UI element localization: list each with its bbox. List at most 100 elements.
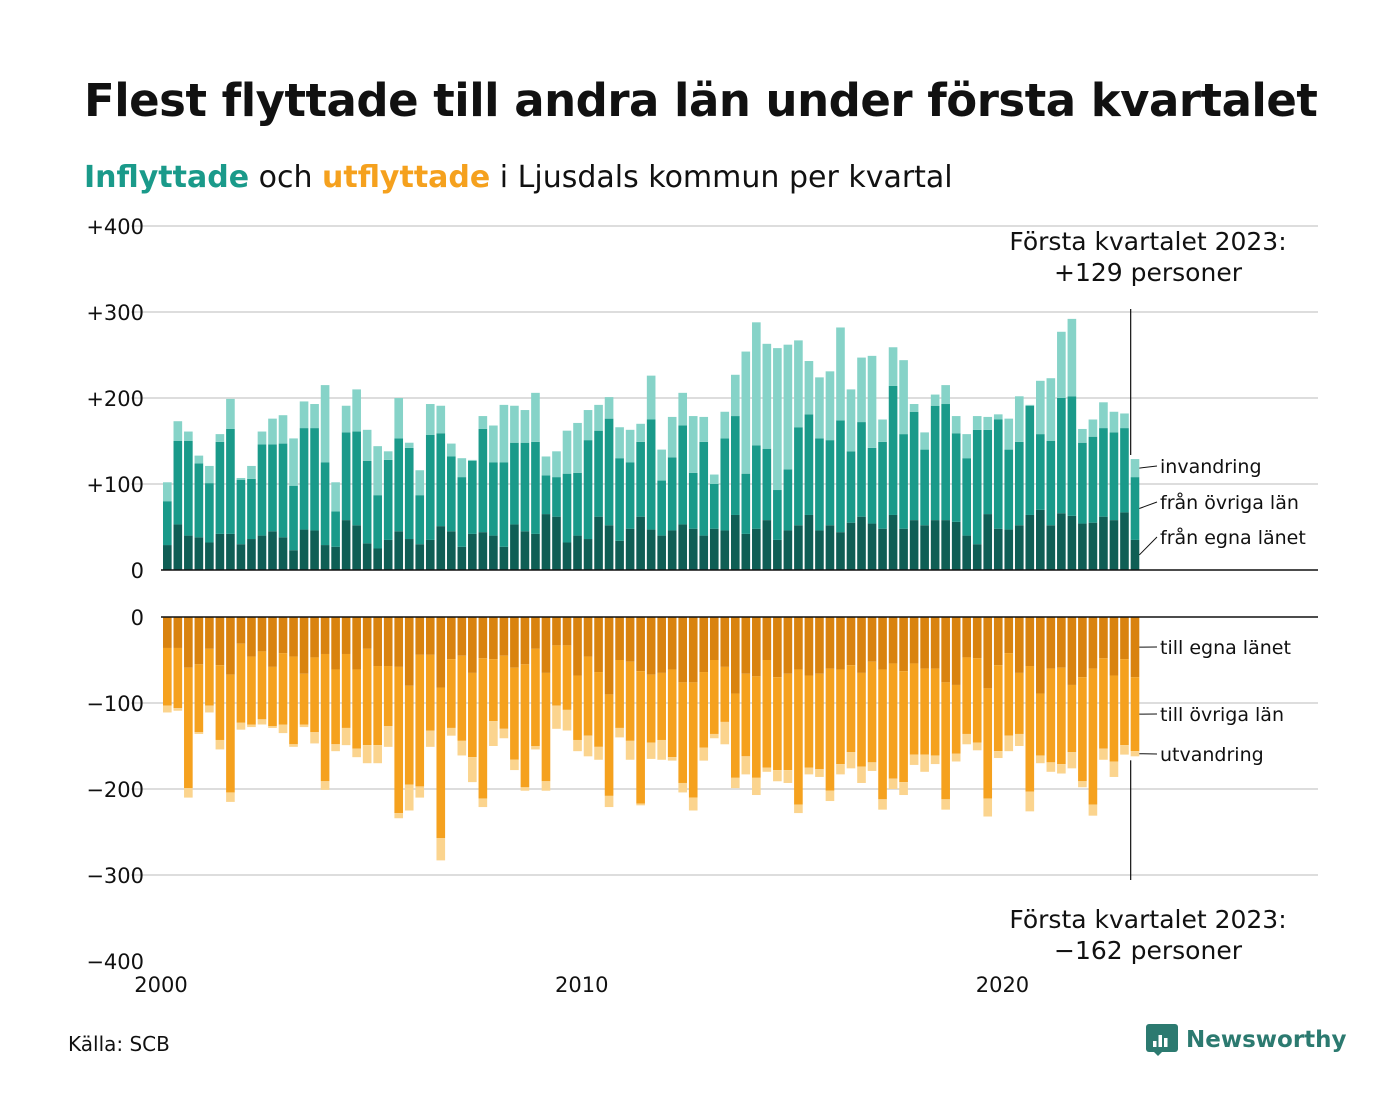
out-bar-segment xyxy=(268,666,277,727)
in-bar-segment xyxy=(331,546,340,570)
out-bar-segment xyxy=(163,617,172,648)
out-bar-segment xyxy=(836,669,845,765)
out-bar-segment xyxy=(846,617,856,666)
in-bar-segment xyxy=(699,441,709,536)
in-bar-segment xyxy=(1036,380,1045,435)
out-bar-segment xyxy=(615,660,624,728)
in-bar-segment xyxy=(573,535,582,570)
out-bar-segment xyxy=(825,790,835,802)
out-bar-segment xyxy=(615,727,624,738)
out-bar-segment xyxy=(1025,791,1035,812)
in-bar-segment xyxy=(415,470,425,496)
in-bar-segment xyxy=(446,443,456,457)
in-bar-segment xyxy=(541,475,551,515)
in-series-leader xyxy=(1139,501,1158,509)
in-bar-segment xyxy=(783,344,793,470)
out-bar-segment xyxy=(867,661,877,763)
out-bar-segment xyxy=(888,617,898,664)
out-bar-segment xyxy=(562,709,572,731)
out-bar-segment xyxy=(657,672,666,740)
annotation-top: Första kvartalet 2023: xyxy=(1009,227,1286,256)
out-bar-segment xyxy=(983,617,993,689)
in-bar-segment xyxy=(1025,405,1035,515)
out-bar-segment xyxy=(362,745,372,764)
out-bar-segment xyxy=(531,648,540,746)
in-bar-segment xyxy=(615,540,624,570)
out-bar-segment xyxy=(215,739,225,750)
in-bar-segment xyxy=(1109,520,1119,570)
out-bar-segment xyxy=(951,684,961,754)
out-bar-segment xyxy=(415,654,425,787)
in-bar-segment xyxy=(436,433,446,527)
out-bar-segment xyxy=(615,617,624,660)
out-bar-segment xyxy=(909,754,919,765)
out-bar-segment xyxy=(1046,617,1056,669)
in-bar-segment xyxy=(478,428,488,533)
out-bar-segment xyxy=(194,617,204,665)
in-bar-segment xyxy=(604,397,614,419)
in-bar-segment xyxy=(552,477,561,517)
in-bar-segment xyxy=(1025,514,1035,570)
in-bar-segment xyxy=(993,419,1003,529)
out-bar-segment xyxy=(846,665,856,753)
in-bar-segment xyxy=(815,530,824,570)
in-bar-segment xyxy=(1130,539,1140,570)
in-bar-segment xyxy=(794,340,803,428)
in-bar-segment xyxy=(594,430,603,517)
in-bar-segment xyxy=(888,347,898,386)
in-bar-segment xyxy=(352,525,361,570)
in-bar-segment xyxy=(415,544,425,570)
out-bar-segment xyxy=(804,617,814,676)
in-bar-segment xyxy=(1046,378,1056,441)
in-bar-segment xyxy=(962,458,972,536)
out-bar-segment xyxy=(720,721,730,745)
out-bar-segment xyxy=(573,675,582,740)
out-bar-segment xyxy=(636,617,645,672)
in-series-label: från egna länet xyxy=(1160,526,1306,549)
in-bar-segment xyxy=(1057,398,1066,514)
in-series-leader xyxy=(1139,465,1158,469)
in-bar-segment xyxy=(1130,459,1140,478)
out-bar-segment xyxy=(888,663,898,779)
out-bar-segment xyxy=(972,742,982,751)
out-bar-segment xyxy=(236,643,246,723)
in-bar-segment xyxy=(184,441,193,536)
out-bar-segment xyxy=(920,617,929,669)
out-bar-segment xyxy=(773,770,782,782)
in-bar-segment xyxy=(1109,411,1119,433)
out-bar-segment xyxy=(678,782,688,793)
in-bar-segment xyxy=(268,531,277,570)
out-bar-segment xyxy=(762,617,772,660)
in-bar-segment xyxy=(404,442,414,448)
out-bar-segment xyxy=(836,617,845,670)
out-bar-segment xyxy=(457,740,467,756)
in-bar-segment xyxy=(299,428,309,530)
bottom-y-tick-label: −400 xyxy=(86,950,144,974)
out-bar-segment xyxy=(993,665,1003,752)
in-bar-segment xyxy=(373,495,382,549)
in-bar-segment xyxy=(562,430,572,474)
in-bar-segment xyxy=(878,419,887,442)
in-bar-segment xyxy=(951,521,961,570)
out-bar-segment xyxy=(373,745,382,764)
in-bar-segment xyxy=(646,375,656,420)
out-bar-segment xyxy=(446,659,456,728)
in-bar-segment xyxy=(594,516,603,570)
out-bar-segment xyxy=(489,659,498,722)
in-bar-segment xyxy=(541,514,551,570)
out-bar-segment xyxy=(478,798,488,808)
out-bar-segment xyxy=(709,617,719,660)
in-bar-segment xyxy=(720,530,730,570)
out-bar-segment xyxy=(899,782,908,796)
out-bar-segment xyxy=(1067,684,1077,753)
out-bar-segment xyxy=(552,645,561,706)
out-bar-segment xyxy=(1120,617,1129,660)
out-bar-segment xyxy=(1099,748,1108,760)
bottom-y-tick-label: −200 xyxy=(86,778,144,802)
out-bar-segment xyxy=(625,617,635,662)
out-bar-segment xyxy=(888,778,898,789)
out-bar-segment xyxy=(1046,668,1056,763)
out-bar-segment xyxy=(1088,804,1098,816)
out-bar-segment xyxy=(667,669,677,758)
in-bar-segment xyxy=(604,525,614,570)
